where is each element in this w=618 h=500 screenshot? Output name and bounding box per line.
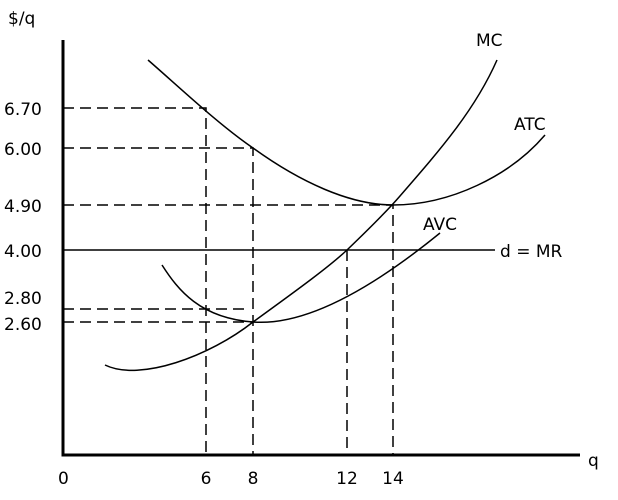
mc-label: MC	[476, 31, 503, 51]
x-axis-label: q	[588, 451, 599, 471]
axes	[61, 40, 580, 457]
demand-label: d = MR	[500, 242, 563, 262]
y-tick-label: 4.90	[4, 197, 42, 217]
x-tick-label: 14	[382, 469, 404, 489]
y-tick-label: 2.80	[4, 289, 42, 309]
y-axis-label: $/q	[8, 9, 35, 29]
guide-lines	[63, 107, 394, 455]
avc-label: AVC	[423, 215, 457, 235]
atc-label: ATC	[514, 115, 546, 135]
x-tick-label: 8	[248, 469, 259, 489]
x-tick-label: 12	[336, 469, 358, 489]
origin-label: 0	[58, 469, 69, 489]
y-tick-label: 2.60	[4, 315, 42, 335]
y-tick-label: 4.00	[4, 242, 42, 262]
x-tick-label: 6	[201, 469, 212, 489]
avc-curve	[161, 232, 441, 324]
atc-curve	[147, 59, 546, 206]
mc-curve	[104, 59, 498, 372]
y-tick-label: 6.00	[4, 140, 42, 160]
y-tick-label: 6.70	[4, 100, 42, 120]
